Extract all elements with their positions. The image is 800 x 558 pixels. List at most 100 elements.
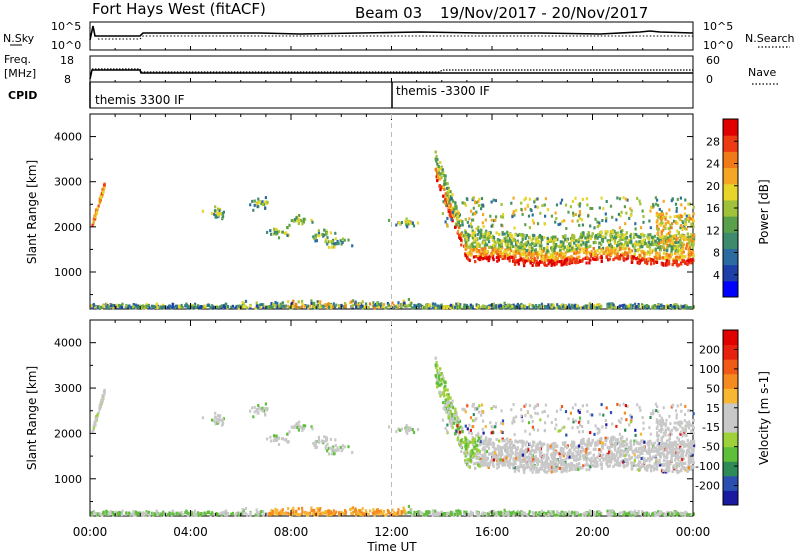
power-echo xyxy=(261,200,263,203)
power-echo xyxy=(554,221,556,224)
power-echo xyxy=(608,305,610,308)
power-echo xyxy=(507,234,509,237)
power-echo xyxy=(623,196,625,199)
power-echo xyxy=(97,207,99,210)
power-echo xyxy=(682,255,684,258)
power-echo xyxy=(608,249,610,252)
power-echo xyxy=(513,251,515,254)
power-echo xyxy=(597,249,599,252)
power-echo xyxy=(542,258,544,261)
power-echo xyxy=(564,246,566,249)
power-echo xyxy=(660,236,662,239)
power-colorbar-tick-label-1: 8 xyxy=(713,247,720,260)
velocity-echo xyxy=(632,511,634,514)
power-echo xyxy=(610,235,612,238)
power-echo xyxy=(502,213,504,216)
power-echo xyxy=(560,243,562,246)
power-echo xyxy=(562,241,564,244)
power-echo xyxy=(572,307,574,310)
power-echo xyxy=(297,306,299,309)
power-echo xyxy=(460,233,462,236)
power-echo xyxy=(550,238,552,241)
power-echo xyxy=(663,252,665,255)
power-echo xyxy=(543,247,545,250)
power-echo xyxy=(552,236,554,239)
cpid-label: CPID xyxy=(8,89,37,102)
power-echo xyxy=(522,238,524,241)
power-echo xyxy=(213,213,215,216)
velocity-echo xyxy=(374,511,376,514)
power-echo xyxy=(143,305,145,308)
power-echo xyxy=(643,234,645,237)
power-echo xyxy=(315,234,317,237)
power-echo xyxy=(672,263,674,266)
power-echo xyxy=(506,237,508,240)
power-echo xyxy=(589,245,591,248)
power-echo xyxy=(672,240,674,243)
power-echo xyxy=(615,232,617,235)
power-echo xyxy=(451,193,453,196)
power-echo xyxy=(669,235,671,238)
power-echo xyxy=(439,305,441,308)
power-echo xyxy=(425,306,427,309)
power-echo xyxy=(524,246,526,249)
power-echo xyxy=(693,206,695,209)
power-echo xyxy=(634,249,636,252)
power-echo xyxy=(539,212,541,215)
power-echo xyxy=(278,305,280,308)
power-echo xyxy=(632,304,634,307)
power-echo xyxy=(585,241,587,244)
power-echo xyxy=(674,252,676,255)
power-echo xyxy=(450,218,452,221)
velocity-echo xyxy=(101,394,103,397)
power-echo xyxy=(620,237,622,240)
power-echo xyxy=(479,244,481,247)
power-echo xyxy=(388,219,390,222)
power-echo xyxy=(486,237,488,240)
power-echo xyxy=(656,232,658,235)
power-echo xyxy=(573,252,575,255)
power-echo xyxy=(671,247,673,250)
power-echo xyxy=(448,206,450,209)
freq-left-tick-low: 8 xyxy=(64,73,71,86)
power-echo xyxy=(614,306,616,309)
power-echo xyxy=(446,217,448,220)
power-echo xyxy=(530,208,532,211)
power-echo xyxy=(663,243,665,246)
power-echo xyxy=(347,239,349,242)
power-echo xyxy=(132,305,134,308)
power-echo xyxy=(660,241,662,244)
power-echo xyxy=(372,301,374,304)
power-echo xyxy=(635,257,637,260)
power-echo xyxy=(582,307,584,310)
power-echo xyxy=(525,242,527,245)
power-echo xyxy=(684,199,686,202)
power-echo xyxy=(551,264,553,267)
power-echo xyxy=(395,224,397,227)
power-echo xyxy=(376,302,378,305)
power-echo xyxy=(601,239,603,242)
power-echo xyxy=(594,250,596,253)
freq-right-tick-low: 0 xyxy=(706,73,713,86)
velocity-echo xyxy=(259,513,261,516)
power-ytick-label-1: 2000 xyxy=(54,221,82,234)
power-echo xyxy=(507,242,509,245)
power-echo xyxy=(595,236,597,239)
power-echo xyxy=(665,222,667,225)
power-echo xyxy=(514,263,516,266)
power-echo xyxy=(171,305,173,308)
power-echo xyxy=(599,206,601,209)
power-echo xyxy=(596,258,598,261)
power-echo xyxy=(690,237,692,240)
velocity-echo xyxy=(91,430,93,433)
power-echo xyxy=(619,226,621,229)
power-echo xyxy=(555,212,557,215)
power-echo xyxy=(256,302,258,305)
power-echo xyxy=(428,304,430,307)
power-echo xyxy=(564,255,566,258)
power-echo xyxy=(412,221,414,224)
power-echo xyxy=(617,231,619,234)
power-echo xyxy=(572,212,574,215)
power-echo xyxy=(681,220,683,223)
power-echo xyxy=(351,305,353,308)
